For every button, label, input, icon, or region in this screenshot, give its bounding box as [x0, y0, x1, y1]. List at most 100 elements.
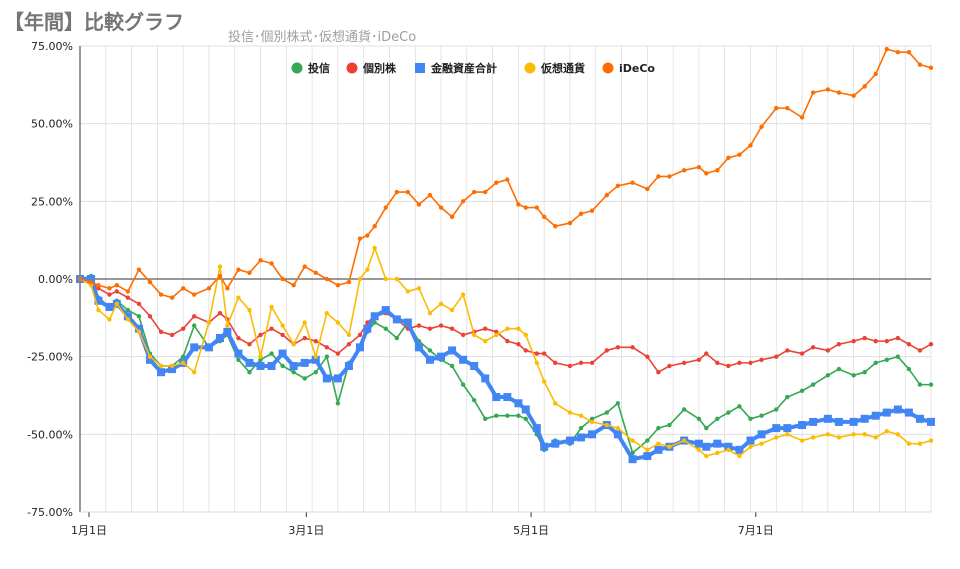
data-point-kasou	[114, 301, 120, 307]
data-point-kobetsu	[534, 351, 540, 356]
data-point-kasou	[460, 292, 466, 297]
data-point-ideco	[107, 286, 112, 291]
data-point-toushin	[324, 354, 330, 359]
data-point-kobetsu	[578, 360, 584, 366]
data-point-ideco	[494, 180, 499, 185]
data-point-ideco	[169, 295, 175, 300]
data-point-kasou	[438, 301, 444, 307]
data-point-ideco	[394, 189, 400, 195]
data-point-kinyu	[532, 424, 541, 433]
data-point-kobetsu	[460, 332, 466, 338]
y-tick-label: 0.00%	[38, 273, 73, 286]
legend-item-kobetsu: 個別株	[346, 61, 397, 75]
data-point-kobetsu	[553, 360, 558, 366]
data-point-toushin	[125, 307, 131, 313]
data-point-kinyu	[322, 374, 331, 383]
data-point-kobetsu	[917, 348, 923, 353]
data-point-kobetsu	[147, 314, 153, 319]
series-ideco	[77, 46, 934, 300]
data-point-toushin	[394, 335, 400, 341]
data-point-ideco	[372, 223, 377, 229]
data-point-kinyu	[588, 430, 597, 439]
data-point-ideco	[324, 276, 330, 282]
data-point-ideco	[192, 292, 197, 297]
data-point-toushin	[928, 382, 934, 387]
data-point-toushin	[774, 407, 779, 412]
data-point-kinyu	[893, 405, 902, 414]
data-point-kinyu	[459, 355, 468, 364]
data-point-kobetsu	[247, 342, 252, 347]
legend-marker	[346, 62, 358, 74]
data-point-toushin	[851, 373, 856, 378]
data-point-toushin	[523, 416, 528, 421]
data-point-kinyu	[823, 414, 832, 423]
data-point-kobetsu	[567, 363, 573, 369]
y-tick-label: -25.00%	[27, 351, 73, 364]
data-point-kasou	[704, 453, 709, 459]
data-point-kinyu	[565, 436, 574, 445]
data-point-ideco	[825, 87, 831, 92]
data-point-kobetsu	[656, 370, 661, 375]
data-point-toushin	[471, 397, 477, 403]
data-point-kinyu	[256, 361, 265, 370]
data-point-kobetsu	[180, 326, 186, 331]
series-line-kinyu	[80, 277, 932, 462]
data-point-ideco	[206, 286, 212, 291]
data-point-kasou	[280, 323, 285, 328]
data-point-kasou	[169, 363, 175, 369]
data-point-kinyu	[300, 358, 309, 367]
data-point-ideco	[88, 279, 94, 285]
data-point-ideco	[258, 258, 263, 263]
data-point-kobetsu	[704, 351, 709, 356]
data-point-kobetsu	[589, 360, 595, 366]
data-point-kasou	[335, 320, 341, 325]
data-point-kinyu	[746, 436, 755, 445]
legend-marker	[415, 63, 425, 73]
data-point-ideco	[851, 93, 856, 98]
legend-item-ideco: iDeCo	[602, 62, 655, 75]
y-tick-label: 75.00%	[31, 40, 73, 53]
data-point-kasou	[206, 320, 212, 325]
data-point-ideco	[217, 273, 223, 279]
data-point-kinyu	[157, 368, 166, 377]
data-point-ideco	[449, 214, 455, 220]
data-point-kinyu	[245, 358, 254, 367]
data-point-ideco	[96, 283, 101, 288]
data-point-kinyu	[381, 306, 390, 315]
data-point-kasou	[737, 453, 742, 459]
data-point-kobetsu	[630, 345, 635, 350]
data-point-toushin	[906, 366, 912, 372]
data-point-kinyu	[860, 414, 869, 423]
data-point-kobetsu	[884, 338, 889, 344]
data-point-ideco	[236, 267, 241, 272]
data-point-ideco	[895, 50, 901, 55]
data-point-ideco	[357, 236, 363, 241]
data-point-kasou	[96, 307, 101, 313]
data-point-ideco	[280, 276, 285, 282]
data-point-kinyu	[834, 417, 843, 426]
data-point-kasou	[494, 332, 499, 338]
data-point-toushin	[895, 354, 901, 359]
series-line-ideco	[79, 48, 932, 299]
data-point-ideco	[696, 164, 702, 170]
data-point-toushin	[460, 382, 466, 387]
data-point-kinyu	[355, 343, 364, 352]
data-point-kasou	[667, 444, 672, 449]
data-point-kasou	[505, 326, 510, 331]
data-point-kasou	[225, 323, 230, 328]
data-point-ideco	[516, 202, 521, 207]
data-point-ideco	[604, 192, 610, 198]
data-point-kobetsu	[604, 348, 610, 353]
data-point-ideco	[759, 124, 764, 129]
data-point-kasou	[578, 413, 584, 418]
data-point-ideco	[483, 189, 488, 195]
data-point-kinyu	[311, 355, 320, 364]
data-point-ideco	[589, 208, 595, 213]
data-point-ideco	[225, 286, 230, 291]
data-point-toushin	[589, 416, 595, 421]
data-point-kasou	[553, 401, 558, 406]
data-point-kinyu	[414, 343, 423, 352]
data-point-ideco	[460, 199, 466, 204]
data-point-kasou	[125, 317, 131, 322]
data-point-ideco	[836, 90, 842, 95]
